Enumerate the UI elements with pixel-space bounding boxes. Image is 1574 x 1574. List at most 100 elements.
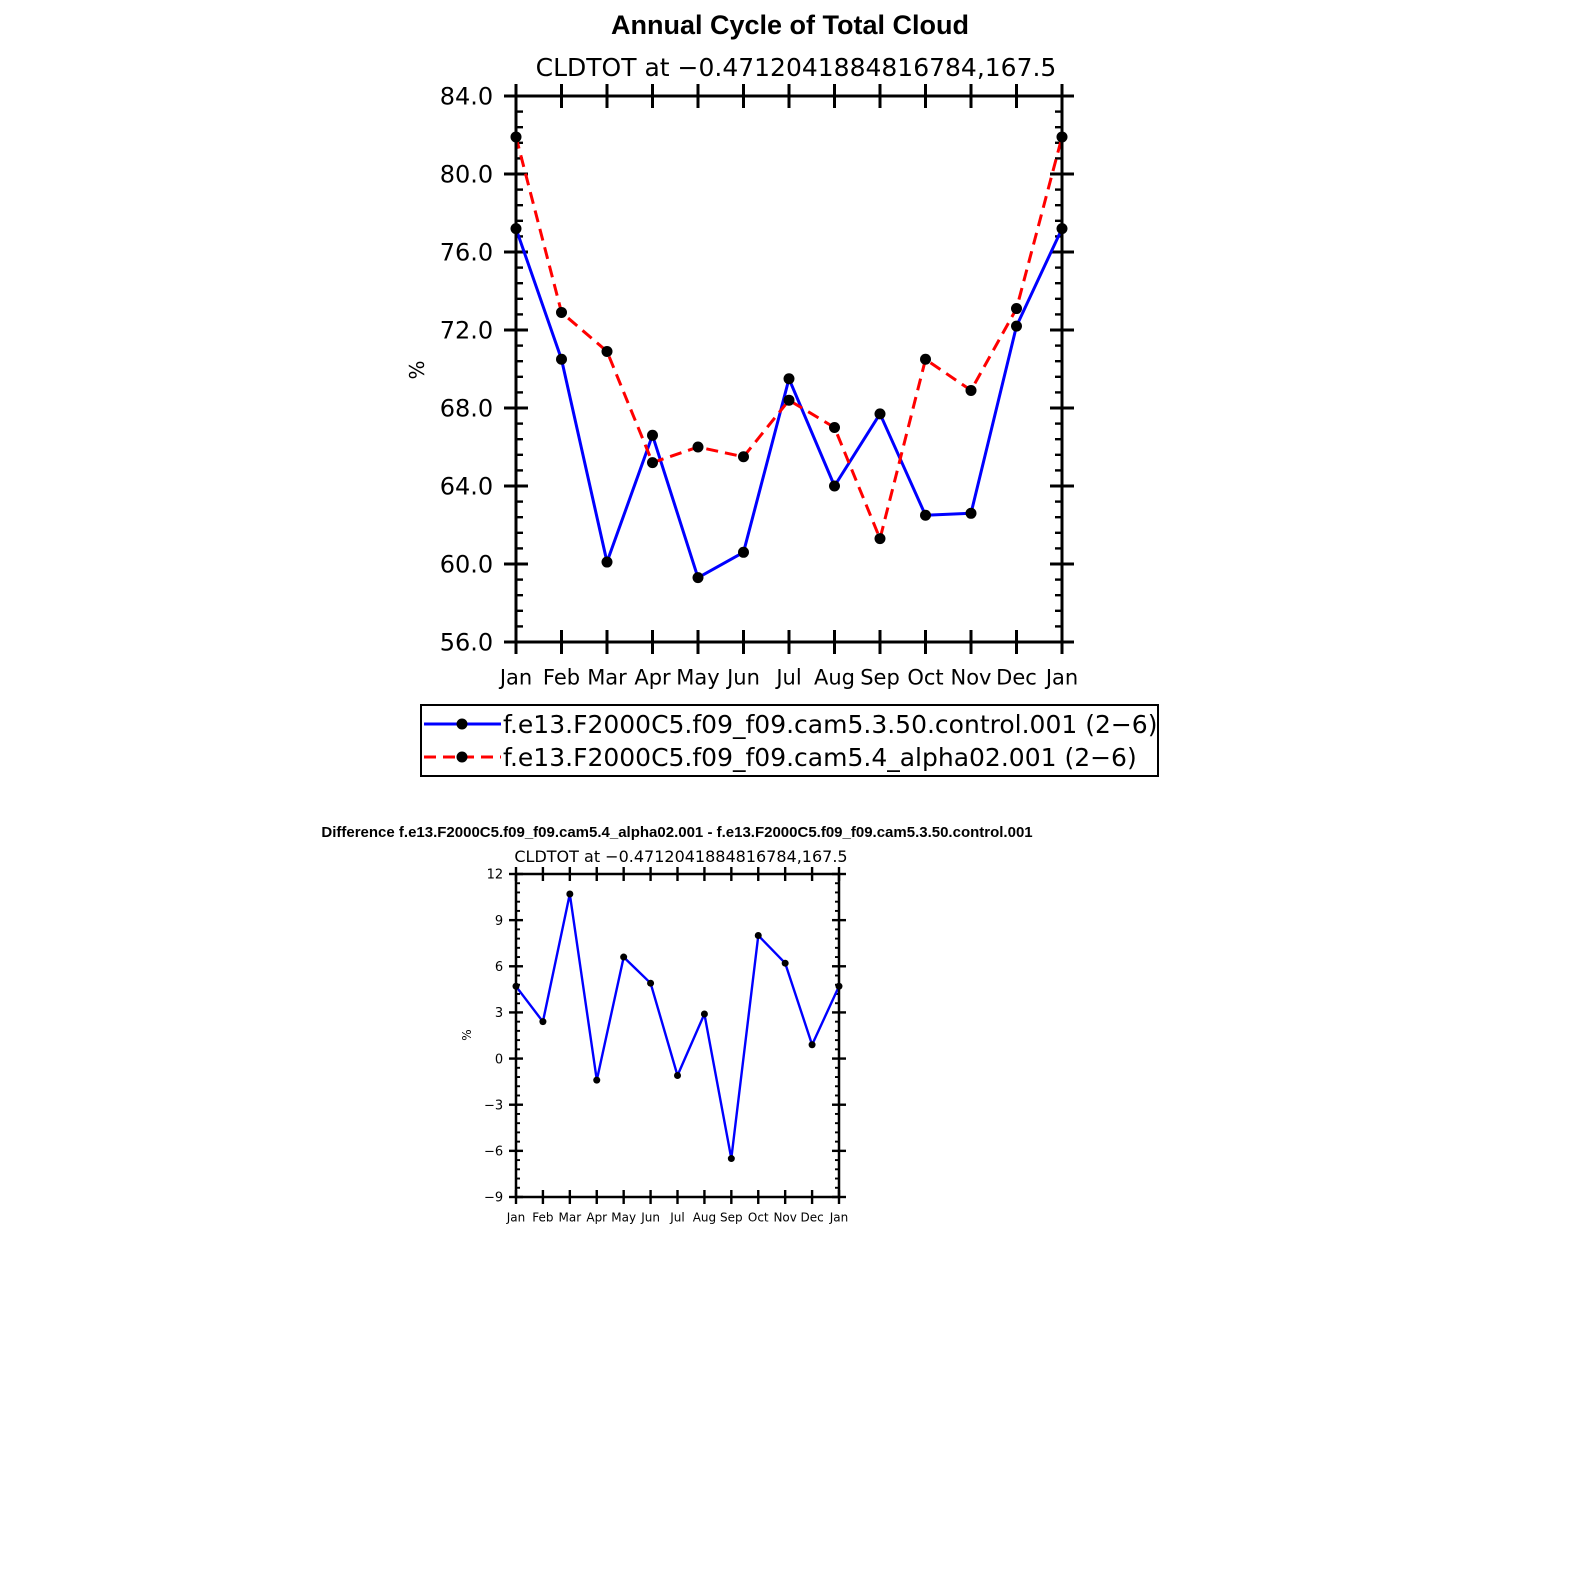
chart2-ylabel: % [460, 1029, 474, 1040]
chart2-series-0-point [566, 890, 574, 898]
chart1-series-1-point [1056, 131, 1068, 143]
legend-label-alpha02: f.e13.F2000C5.f09_f09.cam5.4_alpha02.001… [503, 743, 1137, 772]
chart2-subtitle: CLDTOT at −0.4712041884816784,167.5 [514, 847, 847, 866]
chart1-xtick-label: Oct [907, 665, 943, 689]
chart2-series-0-point [754, 932, 762, 940]
chart1-xtick-label: Dec [996, 665, 1037, 689]
chart1-series-1-point [510, 131, 522, 143]
chart1-series-0-point [920, 509, 931, 521]
chart1-xtick-label: Jan [1044, 665, 1078, 689]
chart2-series-0-point [674, 1071, 681, 1079]
chart2-ytick-label: −9 [484, 1191, 503, 1206]
chart1-series-1-point [829, 422, 840, 433]
chart2-series-0-point [647, 979, 655, 987]
chart2-axes: Jan Feb Mar Apr May Jun Jul Aug Sep Oct Nov Dec Jan−… [484, 867, 848, 1224]
chart2-ytick-label: 3 [495, 1006, 503, 1021]
chart1-series-0-point [556, 353, 567, 365]
chart2-xtick-label: May [611, 1210, 636, 1224]
chart2-title: Difference f.e13.F2000C5.f09_f09.cam5.4_… [321, 824, 1032, 841]
chart1-xtick-label: May [676, 665, 719, 689]
chart1-series-0-point [829, 480, 840, 492]
chart1-series-1-point [738, 451, 749, 463]
annual-cycle-chart: Annual Cycle of Total Cloud CLDTOT at −0… [405, 10, 1159, 777]
chart1-ylabel: % [405, 360, 429, 379]
chart2-series-line-0 [515, 892, 841, 1160]
chart2-ytick-label: 6 [495, 960, 503, 975]
chart2-series-0-point [808, 1041, 816, 1049]
chart2-series-0-point [620, 953, 628, 961]
chart1-series-0-point [601, 556, 613, 568]
chart2-points [512, 890, 843, 1163]
chart1-legend: f.e13.F2000C5.f09_f09.cam5.3.50.control.… [420, 704, 1159, 777]
chart1-points [510, 131, 1068, 584]
chart2-series-0-point [700, 1010, 708, 1018]
chart2-xtick-label: Dec [800, 1210, 823, 1224]
chart1-series-0-point [1011, 320, 1022, 332]
chart1-xtick-label: Jun [725, 665, 760, 689]
chart2-ytick-label: −3 [484, 1098, 503, 1113]
chart1-xtick-label: Nov [951, 665, 992, 689]
chart2-xtick-label: Jan [506, 1210, 526, 1224]
chart1-series-0-point [647, 429, 658, 441]
chart1-series-1-point [783, 394, 795, 406]
chart1-series-1-point [556, 306, 567, 318]
chart1-xtick-label: Jul [774, 665, 801, 689]
chart1-axes: Jan Feb Mar Apr May Jun Jul Aug Sep Oct Nov Dec Jan5… [440, 83, 1078, 690]
chart2-xtick-label: Sep [720, 1210, 743, 1224]
chart2-xtick-label: Feb [532, 1210, 553, 1224]
chart1-ytick-label: 80.0 [440, 161, 493, 189]
chart2-series-0-point [781, 959, 789, 967]
chart1-ytick-label: 84.0 [440, 83, 493, 111]
chart2-series-0-point [727, 1155, 735, 1163]
chart1-ytick-label: 76.0 [440, 239, 493, 267]
chart1-xtick-label: Mar [587, 665, 627, 689]
chart2-series-0-point [539, 1018, 547, 1026]
legend-frame [420, 704, 1159, 777]
chart1-xtick-label: Sep [860, 665, 900, 689]
chart1-series-1-point [601, 345, 613, 357]
chart1-series-1-point [647, 457, 658, 469]
chart2-xtick-label: Aug [693, 1210, 716, 1224]
chart2-xtick-label: Jan [829, 1210, 849, 1224]
chart1-xtick-label: Aug [814, 665, 855, 689]
chart1-series-0-point [510, 223, 522, 235]
chart1-ytick-label: 56.0 [440, 629, 493, 657]
chart1-series-1-point [920, 353, 931, 365]
chart1-series-0-point [1056, 223, 1068, 235]
difference-chart: Difference f.e13.F2000C5.f09_f09.cam5.4_… [321, 824, 1032, 1224]
chart1-ytick-label: 60.0 [440, 551, 493, 579]
legend-marker-alpha02 [456, 751, 468, 763]
chart2-ytick-label: 0 [495, 1052, 503, 1067]
legend-marker-control [456, 718, 468, 730]
chart2-ytick-label: −6 [484, 1145, 503, 1160]
chart2-xtick-label: Mar [559, 1210, 582, 1224]
chart1-xtick-label: Jan [498, 665, 532, 689]
chart2-ytick-label: 9 [495, 914, 503, 929]
chart2-series-0-point [512, 982, 520, 990]
chart1-series-0-point [965, 507, 977, 519]
chart1-ytick-label: 64.0 [440, 473, 493, 501]
chart2-xtick-label: Oct [748, 1210, 769, 1224]
chart2-xtick-label: Jul [669, 1210, 684, 1224]
chart1-series-1-point [692, 441, 704, 453]
chart1-series-0-point [783, 373, 795, 385]
chart1-xtick-label: Apr [634, 665, 671, 689]
chart1-xtick-label: Feb [543, 665, 580, 689]
chart1-subtitle: CLDTOT at −0.4712041884816784,167.5 [536, 53, 1057, 82]
chart2-xtick-label: Nov [773, 1210, 796, 1224]
chart2-series-0-point [593, 1076, 601, 1084]
chart1-series-1-point [965, 384, 977, 396]
chart1-series [514, 136, 1064, 580]
chart2-series [515, 892, 841, 1160]
chart1-series-0-point [738, 546, 749, 558]
chart2-series-0-point [835, 982, 843, 990]
chart2-plot-frame [514, 872, 841, 1199]
chart1-ytick-label: 72.0 [440, 317, 493, 345]
chart2-xtick-label: Apr [586, 1210, 607, 1224]
legend-label-control: f.e13.F2000C5.f09_f09.cam5.3.50.control.… [503, 710, 1157, 739]
chart1-title: Annual Cycle of Total Cloud [611, 10, 969, 40]
chart2-ytick-label: 12 [487, 868, 504, 883]
chart2-xtick-label: Jun [640, 1210, 660, 1224]
chart1-series-1-point [874, 533, 886, 545]
